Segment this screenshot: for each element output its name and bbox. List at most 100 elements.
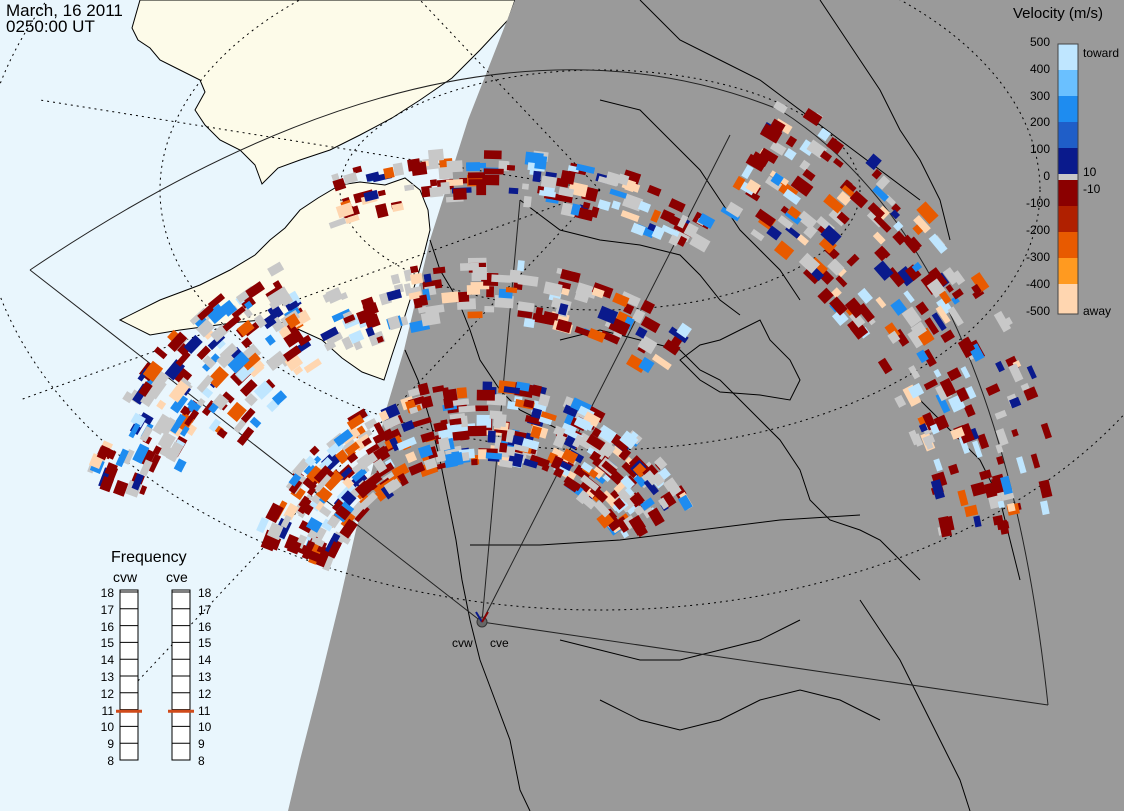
velocity-cell [573, 416, 591, 431]
velocity-cell [916, 349, 929, 364]
velocity-cell [560, 169, 576, 185]
frequency-scale-label: 14 [100, 653, 114, 668]
colorbar-tick-label: -200 [1025, 223, 1050, 237]
velocity-cell [207, 293, 226, 309]
velocity-cell [506, 164, 516, 171]
velocity-cell [1007, 502, 1016, 513]
velocity-cell [940, 329, 955, 344]
velocity-cell [523, 458, 539, 469]
velocity-cell [476, 414, 492, 428]
velocity-cell [187, 399, 201, 412]
velocity-cell [377, 189, 386, 197]
velocity-cell [783, 147, 797, 161]
velocity-cell [782, 188, 801, 206]
velocity-cell [376, 462, 395, 478]
velocity-cell [265, 350, 288, 371]
frequency-scale-label: 11 [198, 703, 211, 718]
velocity-cell [957, 489, 969, 507]
velocity-cell [732, 175, 746, 191]
velocity-cell [540, 175, 557, 189]
frequency-gauges [116, 589, 194, 761]
velocity-cell [827, 258, 845, 276]
velocity-cell [147, 453, 162, 473]
velocity-cell [374, 489, 387, 502]
velocity-cell [354, 480, 373, 499]
velocity-cell [766, 225, 782, 241]
velocity-cell [877, 357, 893, 375]
velocity-cell [942, 267, 960, 286]
velocity-cell [239, 379, 258, 397]
velocity-cell [523, 399, 535, 409]
velocity-cell [364, 313, 381, 330]
velocity-cell [948, 463, 960, 476]
colorbar-swatch [1058, 96, 1078, 122]
velocity-cell [660, 491, 677, 509]
velocity-cell [613, 481, 626, 494]
velocity-cell [244, 300, 253, 310]
velocity-cell [913, 214, 931, 234]
radar-site-label: cve [490, 636, 509, 650]
velocity-cell [599, 441, 616, 459]
velocity-cell [284, 353, 304, 372]
velocity-cell [344, 441, 361, 456]
velocity-cell [530, 407, 543, 419]
velocity-cell [304, 455, 317, 468]
velocity-cell [372, 428, 394, 445]
velocity-cell [220, 299, 238, 317]
velocity-cell [575, 489, 590, 505]
velocity-cell [677, 214, 689, 229]
velocity-cell [387, 315, 402, 331]
velocity-cell [725, 201, 744, 218]
velocity-cell [327, 541, 342, 558]
velocity-cell [298, 520, 313, 534]
velocity-cell [283, 328, 304, 348]
velocity-cell [383, 166, 395, 179]
velocity-cell [951, 295, 960, 305]
velocity-cell [505, 429, 516, 443]
velocity-cell [99, 476, 114, 493]
frequency-title: Frequency [111, 549, 187, 566]
velocity-cell [499, 442, 508, 453]
velocity-cell [610, 433, 631, 453]
colorbar-tick-label: 200 [1029, 115, 1050, 129]
velocity-cell [999, 519, 1010, 535]
velocity-cell [446, 160, 463, 173]
velocity-cell [745, 179, 761, 195]
velocity-cell [161, 417, 177, 435]
velocity-cell [286, 539, 302, 555]
velocity-cell [445, 452, 464, 467]
velocity-cell [478, 449, 487, 460]
velocity-cell [950, 426, 965, 440]
velocity-cell [266, 522, 284, 540]
velocity-cell [668, 198, 686, 213]
colorbar-swatch [1058, 232, 1078, 258]
velocity-cell [901, 306, 922, 328]
velocity-cell [494, 294, 514, 309]
velocity-cell [245, 281, 266, 299]
velocity-cell [180, 405, 190, 416]
colorbar-tick-label: -10 [1083, 182, 1101, 196]
velocity-cell [908, 365, 921, 380]
velocity-cell [929, 423, 940, 435]
velocity-cell [307, 550, 321, 563]
velocity-cell [138, 381, 153, 397]
velocity-cell [319, 505, 332, 518]
velocity-cell [973, 515, 982, 528]
velocity-cell [167, 331, 188, 352]
velocity-cell [342, 476, 355, 489]
colorbar-tick-label: -100 [1025, 196, 1050, 210]
colorbar-tick-label: 500 [1029, 35, 1050, 49]
velocity-cell [194, 315, 209, 330]
velocity-cell [483, 150, 502, 160]
legend-title: Velocity (m/s) [1013, 5, 1104, 22]
velocity-cell [570, 203, 581, 216]
velocity-cell [562, 404, 579, 418]
velocity-cell [957, 434, 971, 454]
velocity-cell [505, 287, 518, 294]
velocity-cell [933, 458, 943, 472]
velocity-cell [208, 402, 219, 414]
velocity-cell [168, 380, 190, 403]
velocity-cell [836, 191, 852, 206]
velocity-cell [773, 240, 795, 261]
